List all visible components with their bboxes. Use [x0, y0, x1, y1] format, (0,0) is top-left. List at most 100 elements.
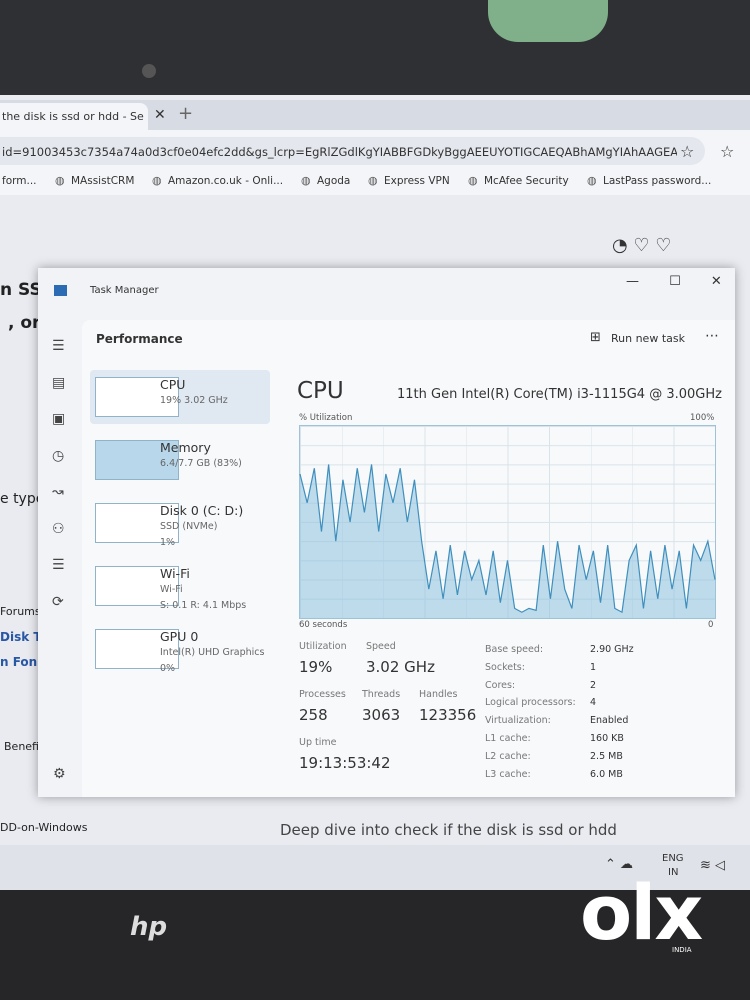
taskbar	[0, 845, 750, 890]
stat-value: 123356	[419, 706, 477, 724]
page-text: Disk T	[0, 630, 42, 644]
page-text: Benefi	[4, 740, 39, 753]
bookmark-icon[interactable]: ◍	[55, 174, 65, 187]
stat-label: Speed	[366, 641, 396, 652]
graph-x-left: 60 seconds	[299, 620, 348, 630]
device-detail[interactable]: 19% 3.02 GHz	[160, 395, 228, 406]
system-icons[interactable]: ≋ ◁	[700, 858, 726, 873]
laptop-logo: hp	[130, 912, 168, 942]
bookmark-icon[interactable]: ◍	[301, 174, 311, 187]
run-task-icon[interactable]: ⊞	[590, 330, 601, 345]
tray-icons[interactable]: ⌃ ☁	[605, 857, 634, 872]
spec-value: 4	[590, 697, 597, 709]
tab[interactable]	[0, 103, 148, 130]
task-manager-window: Task Manager — ☐ ✕ ☰ ▤ ▣ ◷ ↝ ⚇ ☰ ⟳ ⚙ Per…	[38, 268, 735, 797]
app-icon	[54, 285, 67, 296]
device-name[interactable]: Disk 0 (C: D:)	[160, 503, 244, 518]
tab-close[interactable]: ✕	[154, 107, 166, 123]
page-caption: Deep dive into check if the disk is ssd …	[280, 821, 617, 839]
address-bar[interactable]	[0, 137, 705, 165]
watermark: olx	[580, 868, 703, 957]
graph-y-max: 100%	[690, 413, 715, 423]
bookmark-icon[interactable]: ◍	[368, 174, 378, 187]
spec-value: 160 KB	[590, 733, 624, 744]
stat-label: Threads	[362, 689, 401, 700]
cpu-line	[299, 464, 716, 614]
object-behind	[488, 0, 608, 42]
stat-label: Processes	[299, 689, 346, 700]
stat-value: 19%	[299, 658, 333, 676]
stat-label: Up time	[299, 737, 337, 748]
bookmark[interactable]: MAssistCRM	[71, 175, 135, 187]
device-thumbnail[interactable]	[95, 566, 179, 606]
bookmark[interactable]: Express VPN	[384, 175, 450, 187]
bookmark[interactable]: LastPass password...	[603, 175, 712, 187]
device-thumbnail[interactable]	[95, 503, 179, 543]
processor-name: 11th Gen Intel(R) Core(TM) i3-1115G4 @ 3…	[397, 387, 722, 402]
bookmark[interactable]: McAfee Security	[484, 175, 569, 187]
more-menu[interactable]: ⋯	[705, 328, 719, 344]
device-thumbnail[interactable]	[95, 629, 179, 669]
watermark-sub: INDIA	[672, 946, 692, 954]
stat-value: 3.02 GHz	[366, 658, 435, 676]
page-text: e type	[0, 491, 45, 507]
device-name[interactable]: Wi-Fi	[160, 566, 190, 581]
device-detail[interactable]: SSD (NVMe)	[160, 521, 218, 532]
bookmark[interactable]: Amazon.co.uk - Onli...	[168, 175, 284, 187]
stat-value: 258	[299, 706, 328, 724]
url[interactable]: id=91003453c7354a74a0d3cf0e04efc2dd&gs_l…	[2, 145, 677, 159]
bezel-bottom	[0, 890, 750, 1000]
bezel-top	[0, 0, 750, 95]
spec-value: 1	[590, 661, 597, 673]
tab-title[interactable]: the disk is ssd or hdd - Se	[2, 110, 144, 123]
device-thumbnail[interactable]	[95, 440, 179, 480]
bookmark-icon[interactable]: ◍	[468, 174, 478, 187]
device-detail[interactable]: 1%	[160, 537, 176, 548]
device-detail[interactable]: S: 0.1 R: 4.1 Mbps	[160, 600, 247, 611]
spec-label: Logical processors:	[485, 697, 576, 709]
page-icons[interactable]: ◔ ♡ ♡	[612, 235, 672, 256]
graph-x-right: 0	[708, 620, 714, 630]
device-detail[interactable]: 0%	[160, 663, 176, 674]
stat-label: Utilization	[299, 641, 347, 652]
spec-value: 2.5 MB	[590, 750, 623, 762]
spec-value: 2	[590, 679, 597, 691]
spec-value: Enabled	[590, 715, 629, 727]
bookmark-icon[interactable]: ◍	[587, 174, 597, 187]
spec-label: Sockets:	[485, 661, 525, 673]
device-name[interactable]: CPU	[160, 377, 186, 392]
bookmark[interactable]: Agoda	[317, 175, 351, 187]
spec-label: Base speed:	[485, 644, 544, 655]
run-new-task[interactable]: Run new task	[611, 332, 685, 345]
cpu-graph	[299, 464, 716, 618]
device-detail[interactable]: Wi-Fi	[160, 584, 183, 595]
webcam	[142, 64, 156, 78]
bookmark-icon[interactable]: ◍	[152, 174, 162, 187]
settings-icon[interactable]: ⚙	[53, 766, 66, 782]
device-detail[interactable]: Intel(R) UHD Graphics	[160, 647, 265, 658]
page-text: DD-on-Windows	[0, 821, 88, 834]
page-text: Forums	[0, 605, 41, 618]
bookmark[interactable]: form...	[2, 175, 37, 187]
stat-value: 3063	[362, 706, 401, 724]
graph-y-label: % Utilization	[299, 413, 353, 423]
cpu-heading: CPU	[297, 378, 344, 404]
new-tab[interactable]: +	[178, 103, 194, 124]
page-text: n Fon	[0, 655, 38, 669]
spec-label: Virtualization:	[485, 715, 551, 727]
spec-label: L2 cache:	[485, 750, 531, 762]
language[interactable]: ENG	[662, 853, 684, 864]
device-thumbnail[interactable]	[95, 377, 179, 417]
sidebar-icons[interactable]: ☰ ▤ ▣ ◷ ↝ ⚇ ☰ ⟳	[52, 338, 66, 610]
device-name[interactable]: GPU 0	[160, 629, 199, 644]
favorites-icon[interactable]: ☆	[720, 142, 735, 161]
device-name[interactable]: Memory	[160, 440, 211, 455]
section-title: Performance	[96, 332, 183, 346]
stat-value: 19:13:53:42	[299, 754, 391, 772]
window-controls[interactable]: — ☐ ✕	[626, 274, 722, 289]
device-detail[interactable]: 6.4/7.7 GB (83%)	[160, 458, 242, 469]
spec-label: L3 cache:	[485, 768, 531, 780]
region[interactable]: IN	[668, 867, 679, 878]
favorite-icon[interactable]: ☆	[680, 142, 695, 161]
